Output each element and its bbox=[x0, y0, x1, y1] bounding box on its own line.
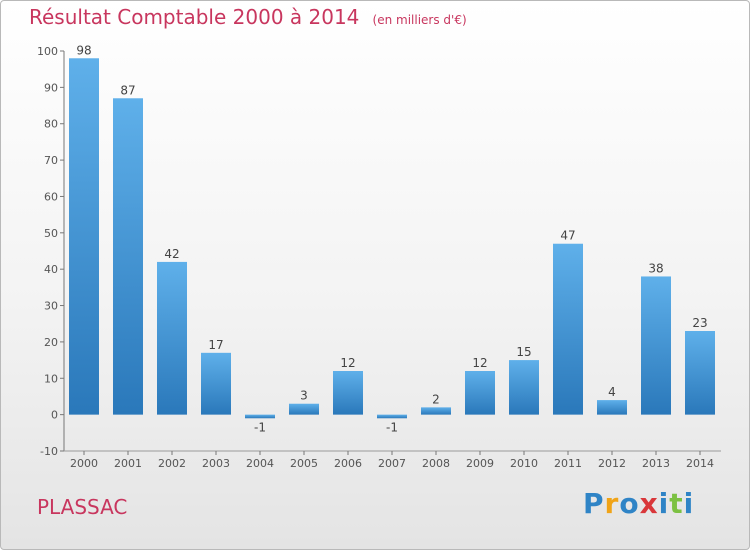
bar-value-label: 38 bbox=[648, 261, 663, 275]
bar bbox=[69, 58, 99, 415]
bar-value-label: 98 bbox=[76, 43, 91, 57]
x-tick-label: 2001 bbox=[114, 457, 142, 470]
bar-value-label: 3 bbox=[300, 389, 308, 403]
y-tick-label: 60 bbox=[44, 190, 58, 203]
logo-letter: i bbox=[658, 487, 670, 520]
y-tick-label: 100 bbox=[37, 45, 58, 58]
x-tick-label: 2000 bbox=[70, 457, 98, 470]
logo-letter: t bbox=[669, 487, 684, 520]
x-tick-label: 2003 bbox=[202, 457, 230, 470]
bar-value-label: 15 bbox=[516, 345, 531, 359]
x-tick-label: 2011 bbox=[554, 457, 582, 470]
bar bbox=[421, 407, 451, 415]
bar-value-label: 12 bbox=[472, 356, 487, 370]
bar bbox=[245, 414, 275, 419]
y-tick-label: 90 bbox=[44, 81, 58, 94]
y-tick-label: 30 bbox=[44, 300, 58, 313]
y-tick-label: 40 bbox=[44, 263, 58, 276]
bar-value-label: 12 bbox=[340, 356, 355, 370]
bar-value-label: 2 bbox=[432, 392, 440, 406]
bar-value-label: 87 bbox=[120, 83, 135, 97]
bar bbox=[113, 98, 143, 415]
bar bbox=[289, 403, 319, 415]
x-tick-label: 2009 bbox=[466, 457, 494, 470]
y-tick-label: -10 bbox=[40, 445, 58, 458]
bar bbox=[685, 331, 715, 415]
x-tick-label: 2014 bbox=[686, 457, 714, 470]
logo-letter: o bbox=[619, 487, 640, 520]
y-tick-label: 10 bbox=[44, 372, 58, 385]
y-tick-label: 20 bbox=[44, 336, 58, 349]
bar bbox=[377, 414, 407, 419]
bar-value-label: -1 bbox=[254, 420, 266, 434]
bar bbox=[509, 360, 539, 415]
logo-letter: i bbox=[683, 487, 695, 520]
x-tick-label: 2012 bbox=[598, 457, 626, 470]
x-tick-label: 2007 bbox=[378, 457, 406, 470]
chart-title-block: Résultat Comptable 2000 à 2014 (en milli… bbox=[29, 5, 467, 29]
chart-title: Résultat Comptable 2000 à 2014 bbox=[29, 5, 360, 29]
logo-letter: r bbox=[604, 487, 620, 520]
x-tick-label: 2006 bbox=[334, 457, 362, 470]
y-tick-label: 50 bbox=[44, 227, 58, 240]
bar-value-label: 4 bbox=[608, 385, 616, 399]
bar bbox=[201, 352, 231, 415]
bar bbox=[333, 371, 363, 415]
y-tick-label: 70 bbox=[44, 154, 58, 167]
commune-name: PLASSAC bbox=[37, 495, 128, 519]
y-tick-label: 0 bbox=[51, 409, 58, 422]
proxiti-logo[interactable]: Proxiti bbox=[583, 487, 694, 520]
bar bbox=[157, 261, 187, 415]
bar-value-label: 42 bbox=[164, 247, 179, 261]
bar-value-label: 17 bbox=[208, 338, 223, 352]
x-tick-label: 2013 bbox=[642, 457, 670, 470]
x-tick-label: 2004 bbox=[246, 457, 274, 470]
logo-letter: P bbox=[583, 487, 605, 520]
logo-letter: x bbox=[639, 487, 659, 520]
x-tick-label: 2005 bbox=[290, 457, 318, 470]
x-tick-label: 2010 bbox=[510, 457, 538, 470]
x-tick-label: 2002 bbox=[158, 457, 186, 470]
bar bbox=[553, 243, 583, 415]
bar-value-label: -1 bbox=[386, 420, 398, 434]
bar bbox=[465, 371, 495, 415]
bar-value-label: 47 bbox=[560, 229, 575, 243]
bar-value-label: 23 bbox=[692, 316, 707, 330]
bar bbox=[597, 400, 627, 415]
unit-note: (en milliers d'€) bbox=[372, 13, 467, 27]
bar bbox=[641, 276, 671, 415]
x-tick-label: 2008 bbox=[422, 457, 450, 470]
y-tick-label: 80 bbox=[44, 118, 58, 131]
